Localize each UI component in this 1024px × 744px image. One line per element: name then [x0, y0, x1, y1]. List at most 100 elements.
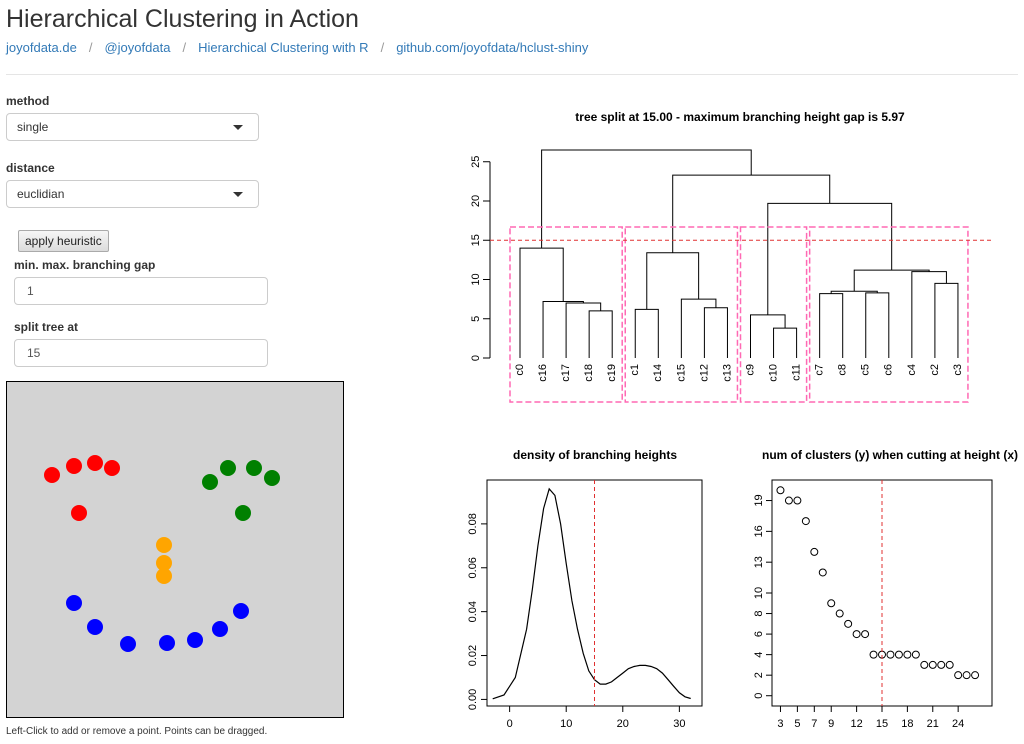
point-red[interactable]	[87, 455, 103, 471]
data-point	[911, 650, 920, 659]
x-tick-label: 0	[507, 718, 513, 730]
point-green[interactable]	[202, 474, 218, 490]
point-blue[interactable]	[233, 603, 249, 619]
gap-label: min. max. branching gap	[14, 258, 156, 272]
x-tick-label: 12	[850, 718, 862, 730]
x-tick-label: 18	[901, 718, 913, 730]
point-red[interactable]	[44, 467, 60, 483]
data-point	[886, 650, 895, 659]
leaf-label: c19	[606, 364, 618, 382]
dendrogram-link	[911, 271, 947, 358]
link-github[interactable]: github.com/joyofdata/hclust-shiny	[396, 40, 589, 55]
canvas-hint: Left-Click to add or remove a point. Poi…	[6, 726, 268, 737]
leaf-label: c17	[560, 364, 572, 382]
page-title: Hierarchical Clustering in Action	[6, 5, 359, 33]
cluster-box	[808, 226, 969, 403]
distance-value: euclidian	[17, 187, 65, 201]
point-orange[interactable]	[156, 568, 172, 584]
method-value: single	[17, 120, 49, 134]
dendrogram-link	[646, 252, 700, 310]
dendrogram-link	[819, 293, 844, 358]
dendrogram-link	[634, 308, 659, 358]
clusters-plot: num of clusters (y) when cutting at heig…	[753, 448, 1018, 730]
y-tick-label: 0.06	[467, 557, 479, 578]
point-blue[interactable]	[187, 632, 203, 648]
x-tick-label: 3	[777, 718, 783, 730]
leaf-label: c11	[791, 364, 803, 381]
point-blue[interactable]	[66, 595, 82, 611]
point-red[interactable]	[66, 458, 82, 474]
data-point	[920, 660, 929, 669]
data-point	[954, 671, 963, 680]
dendrogram-link	[853, 269, 930, 292]
method-select[interactable]: single	[6, 113, 259, 141]
density-title: density of branching heights	[513, 448, 677, 462]
dendrogram-link	[672, 174, 831, 253]
data-point	[844, 619, 853, 628]
link-bar: joyofdata.de / @joyofdata / Hierarchical…	[6, 40, 588, 55]
point-canvas[interactable]	[6, 381, 344, 718]
link-article[interactable]: Hierarchical Clustering with R	[198, 40, 369, 55]
x-tick-label: 5	[794, 718, 800, 730]
point-red[interactable]	[104, 460, 120, 476]
y-tick-label: 25	[470, 156, 482, 168]
gap-input[interactable]: 1	[14, 277, 268, 305]
point-blue[interactable]	[212, 621, 228, 637]
leaf-label: c2	[929, 364, 941, 376]
point-blue[interactable]	[87, 619, 103, 635]
data-point	[971, 671, 980, 680]
data-point	[962, 671, 971, 680]
apply-heuristic-button[interactable]: apply heuristic	[18, 230, 109, 252]
data-point	[869, 650, 878, 659]
y-tick-label: 10	[470, 273, 482, 285]
data-point	[827, 599, 836, 608]
y-tick-label: 4	[753, 652, 765, 658]
point-green[interactable]	[264, 470, 280, 486]
distance-select[interactable]: euclidian	[6, 180, 259, 208]
point-canvas-svg[interactable]	[7, 382, 343, 717]
leaf-label: c18	[583, 364, 595, 382]
split-input[interactable]: 15	[14, 339, 268, 367]
dendrogram-link	[767, 202, 893, 315]
leaf-label: c10	[767, 364, 779, 382]
y-tick-label: 0.00	[467, 689, 479, 710]
density-plot: density of branching heights 0 10 20 30 0.00…	[467, 448, 703, 730]
separator: /	[182, 40, 187, 55]
leaf-label: c8	[837, 364, 849, 376]
data-point	[835, 609, 844, 618]
chevron-down-icon	[233, 192, 243, 197]
point-red[interactable]	[71, 505, 87, 521]
dendrogram-link	[865, 292, 890, 358]
distance-label: distance	[6, 161, 55, 175]
y-tick-label: 20	[470, 195, 482, 207]
x-tick-label: 10	[560, 718, 572, 730]
leaf-label: c4	[906, 364, 918, 376]
point-green[interactable]	[246, 460, 262, 476]
y-tick-label: 13	[753, 556, 765, 568]
point-green[interactable]	[235, 505, 251, 521]
leaf-label: c16	[537, 364, 549, 382]
chevron-down-icon	[233, 125, 243, 130]
y-tick-label: 19	[753, 494, 765, 506]
leaf-label: c9	[744, 364, 756, 376]
point-orange[interactable]	[156, 555, 172, 571]
point-orange[interactable]	[156, 537, 172, 553]
x-tick-label: 30	[673, 718, 685, 730]
y-tick-label: 0.02	[467, 645, 479, 666]
point-blue[interactable]	[159, 635, 175, 651]
point-blue[interactable]	[120, 636, 136, 652]
link-joyofdata[interactable]: joyofdata.de	[6, 40, 77, 55]
dendrogram-link	[588, 310, 613, 358]
clusters-title: num of clusters (y) when cutting at heig…	[762, 448, 1018, 462]
link-twitter[interactable]: @joyofdata	[104, 40, 171, 55]
data-point	[861, 630, 870, 639]
dendrogram-plot: tree split at 15.00 - maximum branching …	[470, 110, 992, 403]
x-tick-label: 9	[828, 718, 834, 730]
data-point	[852, 630, 861, 639]
leaf-label: c3	[952, 364, 964, 376]
point-green[interactable]	[220, 460, 236, 476]
divider	[6, 74, 1018, 75]
dendrogram-link	[750, 314, 786, 358]
data-point	[793, 496, 802, 505]
dendrogram-link	[542, 300, 584, 358]
